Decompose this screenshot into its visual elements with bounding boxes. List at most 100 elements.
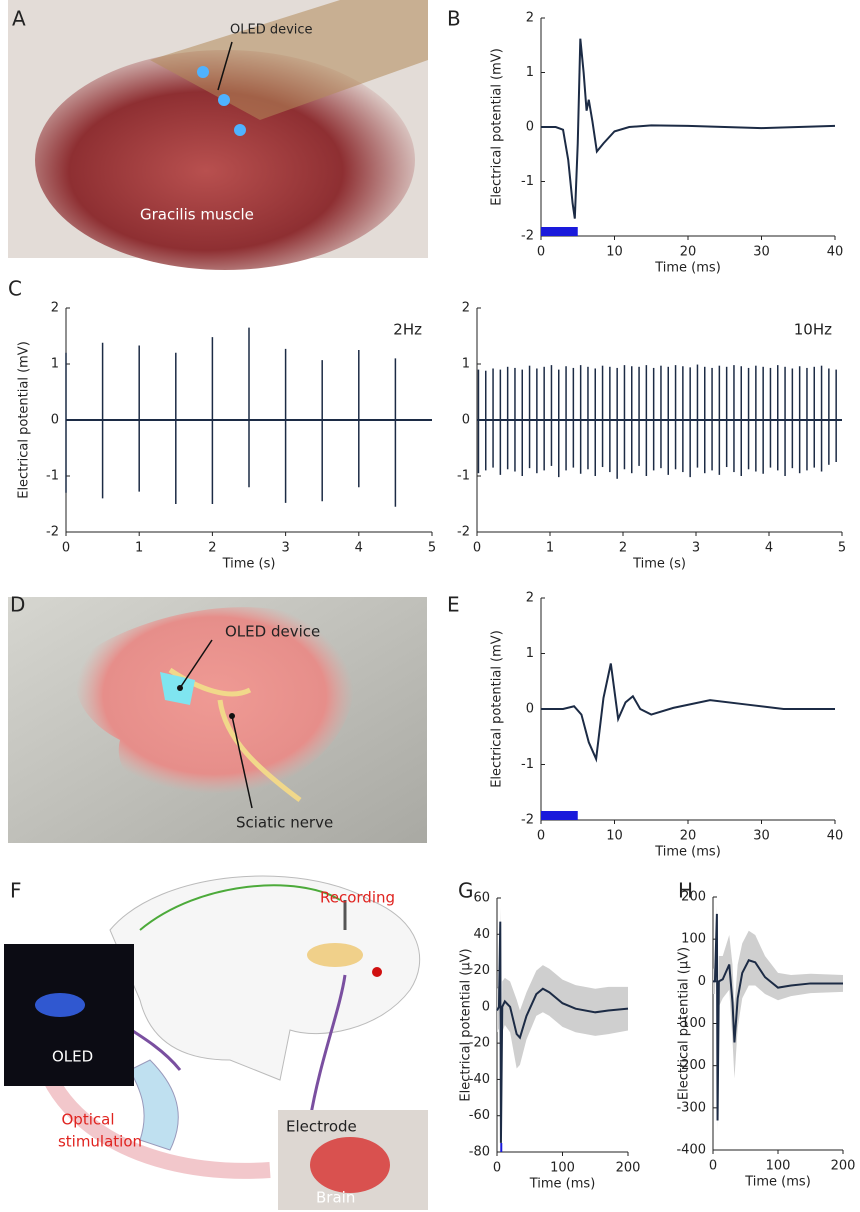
- x-tick-label: 0: [473, 541, 481, 556]
- y-tick-label: -1: [521, 174, 534, 189]
- stimulus: [541, 811, 578, 820]
- y-axis-label: Electrical potential (μV): [677, 947, 692, 1100]
- y-tick-label: 1: [51, 357, 59, 372]
- x-tick-label: 1: [546, 541, 554, 556]
- y-axis-label: Electrical potential (μV): [459, 948, 474, 1101]
- y-tick-label: 60: [473, 891, 490, 906]
- photo-label: OLED device: [230, 23, 313, 38]
- y-tick-label: 2: [526, 11, 534, 26]
- y-tick-label: 2: [526, 591, 534, 606]
- error-band: [497, 907, 628, 1152]
- y-tick-label: -2: [46, 525, 59, 540]
- x-axis-label: Time (s): [632, 557, 686, 572]
- x-tick-label: 100: [550, 1161, 575, 1176]
- x-tick-label: 0: [537, 829, 545, 844]
- y-tick-label: 0: [698, 974, 706, 989]
- y-tick-label: 100: [681, 932, 706, 947]
- photo-a: OLED device Gracilis muscle: [8, 0, 428, 270]
- x-tick-label: 0: [709, 1159, 717, 1174]
- annotation: 10Hz: [794, 321, 832, 339]
- y-tick-label: -2: [457, 525, 470, 540]
- y-tick-label: 1: [462, 357, 470, 372]
- y-axis-label: Electrical potential (mV): [17, 341, 32, 499]
- x-axis-label: Time (ms): [744, 1175, 811, 1190]
- y-tick-label: 200: [681, 890, 706, 905]
- panel-label: G: [458, 879, 474, 903]
- y-tick-label: 1: [526, 646, 534, 661]
- photo-label: stimulation: [58, 1133, 142, 1151]
- photo-d: OLED device Sciatic nerve: [8, 597, 427, 843]
- trace: [541, 39, 835, 219]
- x-tick-label: 3: [692, 541, 700, 556]
- panel-label: C: [8, 277, 22, 301]
- panel-label: F: [10, 879, 22, 903]
- x-tick-label: 200: [616, 1161, 641, 1176]
- trace: [713, 914, 843, 1121]
- y-tick-label: 0: [526, 702, 534, 717]
- x-tick-label: 40: [827, 245, 844, 260]
- y-tick-label: -1: [46, 469, 59, 484]
- y-tick-label: -60: [469, 1108, 490, 1123]
- x-tick-label: 10: [606, 245, 623, 260]
- x-tick-label: 0: [62, 541, 70, 556]
- x-tick-label: 2: [619, 541, 627, 556]
- illustration-f: Recording OLED Optical stimulation Elect…: [4, 876, 428, 1210]
- y-tick-label: 0: [482, 999, 490, 1014]
- y-tick-label: -300: [676, 1100, 706, 1115]
- photo-label: Electrode: [286, 1118, 357, 1136]
- photo-label: OLED device: [225, 623, 320, 641]
- x-tick-label: 20: [680, 245, 697, 260]
- y-tick-label: -1: [521, 757, 534, 772]
- panel-label: E: [447, 593, 460, 617]
- y-tick-label: -2: [521, 229, 534, 244]
- panel-label: B: [447, 7, 461, 31]
- x-tick-label: 40: [827, 829, 844, 844]
- y-axis-label: Electrical potential (mV): [490, 48, 505, 206]
- x-tick-label: 200: [831, 1159, 856, 1174]
- y-tick-label: 0: [51, 413, 59, 428]
- x-tick-label: 5: [838, 541, 846, 556]
- x-tick-label: 0: [537, 245, 545, 260]
- x-tick-label: 4: [355, 541, 363, 556]
- x-tick-label: 10: [606, 829, 623, 844]
- x-axis-label: Time (ms): [529, 1177, 596, 1192]
- x-axis-label: Time (ms): [654, 261, 721, 276]
- y-tick-label: -1: [457, 469, 470, 484]
- x-axis-label: Time (s): [222, 557, 276, 572]
- photo-label: OLED: [52, 1048, 93, 1066]
- stimulus: [500, 1143, 502, 1152]
- photo-label: Recording: [320, 889, 395, 907]
- x-tick-label: 0: [493, 1161, 501, 1176]
- x-axis-label: Time (ms): [654, 845, 721, 860]
- annotation: 2Hz: [393, 321, 422, 339]
- y-tick-label: 40: [473, 927, 490, 942]
- x-tick-label: 4: [765, 541, 773, 556]
- x-tick-label: 30: [753, 245, 770, 260]
- x-tick-label: 20: [680, 829, 697, 844]
- photo-label: Brain: [316, 1189, 355, 1207]
- figure: OLED device Gracilis muscle OLED device …: [0, 0, 860, 1212]
- y-axis-label: Electrical potential (mV): [490, 630, 505, 788]
- y-tick-label: 0: [462, 413, 470, 428]
- x-tick-label: 5: [428, 541, 436, 556]
- x-tick-label: 2: [208, 541, 216, 556]
- y-tick-label: 0: [526, 120, 534, 135]
- x-tick-label: 100: [766, 1159, 791, 1174]
- photo-label: Optical: [62, 1111, 115, 1129]
- y-tick-label: 2: [462, 301, 470, 316]
- photo-label: Gracilis muscle: [140, 206, 254, 224]
- panel-label: D: [10, 593, 25, 617]
- stimulus: [541, 227, 578, 236]
- y-tick-label: -80: [469, 1145, 490, 1160]
- trace: [541, 663, 835, 758]
- y-tick-label: 1: [526, 65, 534, 80]
- y-tick-label: 20: [473, 963, 490, 978]
- x-tick-label: 1: [135, 541, 143, 556]
- x-tick-label: 30: [753, 829, 770, 844]
- y-tick-label: -2: [521, 813, 534, 828]
- y-tick-label: -400: [676, 1143, 706, 1158]
- x-tick-label: 3: [281, 541, 289, 556]
- panel-label: A: [12, 7, 26, 31]
- photo-label: Sciatic nerve: [236, 814, 333, 832]
- y-tick-label: 2: [51, 301, 59, 316]
